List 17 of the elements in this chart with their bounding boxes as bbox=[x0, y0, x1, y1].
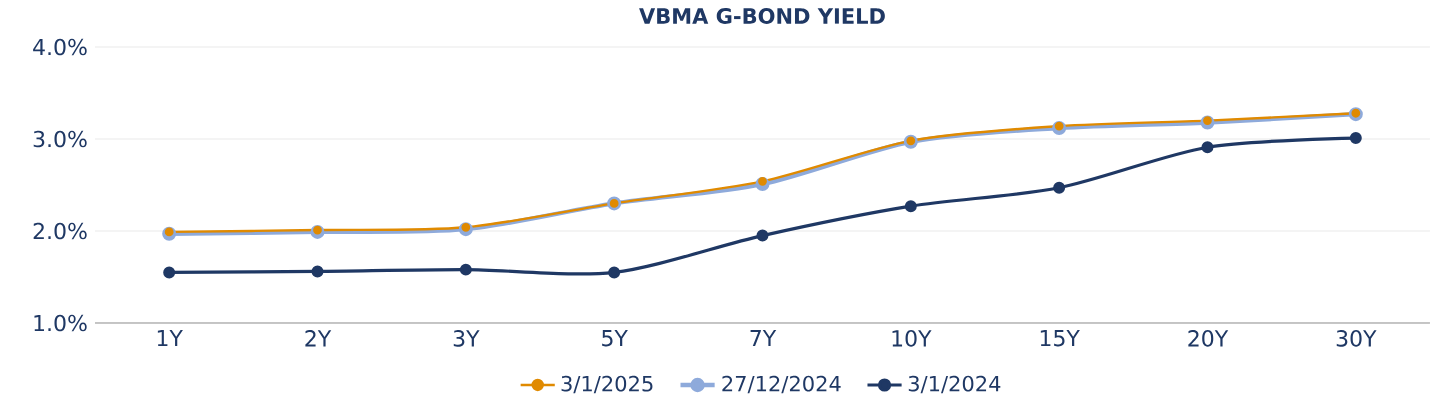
x-tick-label: 30Y bbox=[1336, 330, 1377, 347]
x-tick-label: 20Y bbox=[1188, 330, 1229, 347]
y-tick-label: 2.0% bbox=[33, 222, 87, 240]
x-tick-label: 3Y bbox=[453, 330, 480, 347]
x-tick-label: 10Y bbox=[892, 330, 932, 347]
y-tick-label: 4.0% bbox=[33, 38, 87, 56]
x-tick-label: 5Y bbox=[602, 330, 628, 347]
x-tick-label: 15Y bbox=[1040, 330, 1080, 347]
x-tick-label: 2Y bbox=[305, 330, 332, 347]
x-tick-label: 1Y bbox=[157, 330, 183, 347]
x-tick-label: 7Y bbox=[750, 330, 777, 347]
chart-title: VBMA G-BOND YIELD bbox=[639, 8, 885, 24]
legend-label: 3/1/2024 bbox=[908, 375, 1001, 394]
y-tick-label: 3.0% bbox=[33, 130, 87, 148]
legend-label: 3/1/2025 bbox=[561, 375, 653, 394]
legend-label: 27/12/2024 bbox=[722, 375, 841, 394]
y-tick-label: 1.0% bbox=[34, 314, 87, 332]
